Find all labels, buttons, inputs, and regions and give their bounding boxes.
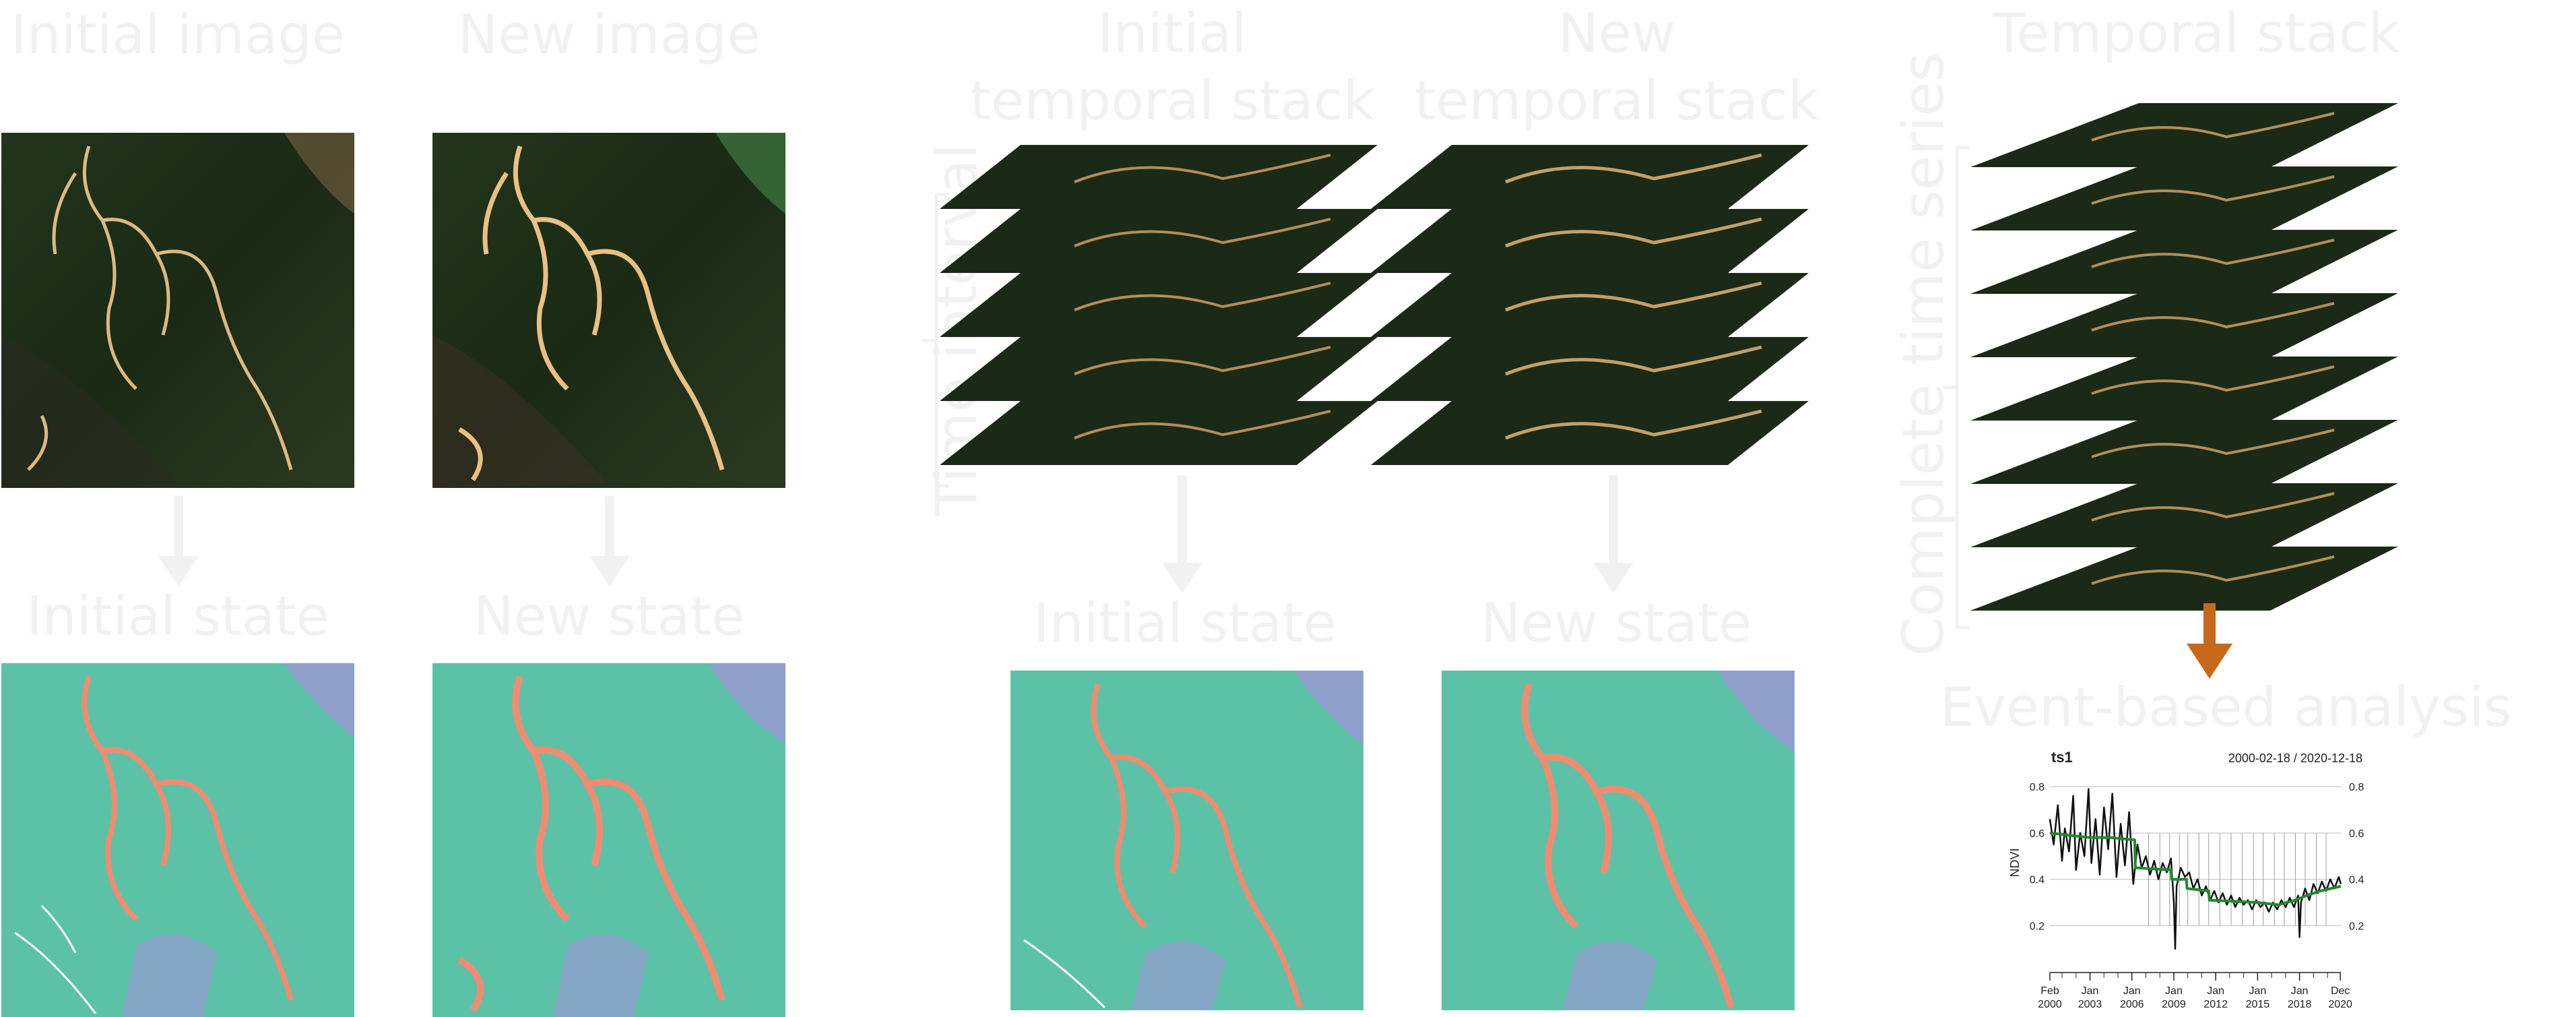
y-tick-label-right: 0.4 (2349, 875, 2364, 886)
x-tick-label-month: Jan (2165, 985, 2183, 997)
label-new-state: New state (473, 585, 745, 648)
label-initial-state: Initial state (26, 585, 329, 648)
time-interval-bracket (923, 193, 948, 488)
x-tick-label-month: Jan (2291, 985, 2309, 997)
x-tick-label-month: Jan (2249, 985, 2266, 997)
label-temporal-stack: Temporal stack (1992, 2, 2400, 65)
label-initial-image: Initial image (11, 3, 345, 66)
y-tick-label-left: 0.4 (2030, 875, 2044, 886)
y-tick-label-left: 0.8 (2030, 782, 2044, 793)
chart-title: ts1 (2051, 749, 2073, 766)
arrow-down-2 (589, 495, 630, 586)
x-tick-label-year: 2000 (2038, 999, 2062, 1008)
y-tick-label-left: 0.2 (2030, 921, 2044, 932)
initial-state-classification (1, 663, 354, 1017)
series-line (2049, 831, 2342, 906)
x-tick-label-month: Jan (2123, 985, 2141, 997)
label-new-state-2: New state (1480, 592, 1752, 654)
label-event-based-analysis: Event-based analysis (1940, 676, 2512, 739)
arrow-down-4 (1593, 475, 1634, 593)
y-tick-label-right: 0.2 (2349, 921, 2364, 932)
x-tick-label-month: Jan (2082, 985, 2099, 997)
label-initial-temporal-stack-line2: temporal stack (969, 69, 1375, 132)
label-initial-state-2: Initial state (1033, 592, 1337, 654)
new-temporal-stack (1371, 145, 1809, 465)
new-satellite-image (432, 133, 785, 488)
y-axis-label: NDVI (2008, 848, 2022, 877)
temporal-stack (1970, 103, 2398, 611)
series-line (2049, 788, 2342, 950)
initial-state-classification-2 (1010, 671, 1363, 1010)
arrow-down-1 (158, 495, 199, 586)
label-new-image: New image (457, 3, 761, 66)
arrow-down-3 (1162, 475, 1202, 593)
x-tick-label-month: Dec (2331, 985, 2350, 997)
y-tick-label-right: 0.8 (2349, 782, 2364, 793)
ndvi-time-series-chart: ts1 2000-02-18 / 2020-12-18 NDVI 0.2 0.2 0… (2008, 749, 2364, 1008)
new-state-classification (432, 663, 785, 1017)
initial-temporal-stack (940, 145, 1378, 465)
y-tick-label-left: 0.6 (2030, 828, 2044, 840)
complete-time-series-bracket (1943, 146, 1969, 629)
x-tick-label-month: Jan (2207, 985, 2224, 997)
label-new-temporal-stack-line1: New (1557, 2, 1676, 65)
x-tick-label-year: 2015 (2246, 999, 2270, 1008)
x-tick-label-year: 2003 (2078, 999, 2102, 1008)
chart-subtitle: 2000-02-18 / 2020-12-18 (2228, 751, 2362, 765)
x-tick-label-year: 2018 (2288, 999, 2312, 1008)
x-tick-label-year: 2012 (2203, 999, 2228, 1008)
label-new-temporal-stack-line2: temporal stack (1414, 69, 1820, 132)
x-tick-label-month: Feb (2040, 985, 2059, 997)
initial-satellite-image (1, 133, 354, 488)
x-tick-label-year: 2009 (2162, 999, 2186, 1008)
y-tick-label-right: 0.6 (2349, 828, 2364, 840)
arrow-down-orange (2187, 603, 2232, 679)
x-tick-label-year: 2006 (2120, 999, 2144, 1008)
new-state-classification-2 (1442, 671, 1795, 1010)
x-tick-label-year: 2020 (2328, 999, 2352, 1008)
label-initial-temporal-stack-line1: Initial (1097, 2, 1247, 65)
